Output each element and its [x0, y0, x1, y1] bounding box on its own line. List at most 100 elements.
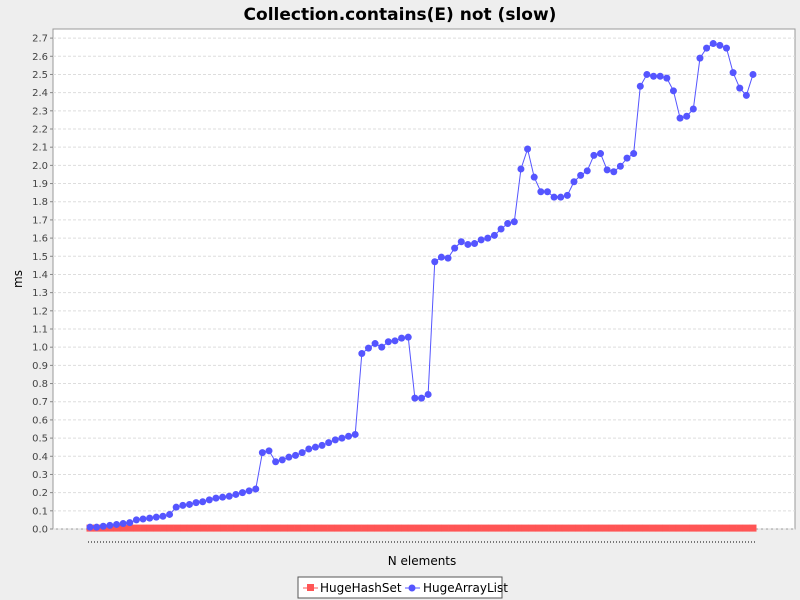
data-point-circle: [517, 165, 525, 173]
data-point-square: [173, 524, 181, 532]
y-axis: 0.0 0.1 0.2 0.3 0.4 0.5 0.6 0.7 0.8 0.9 1.0 1.1 1.2 1…: [32, 34, 53, 536]
data-point-circle: [285, 453, 293, 461]
legend-circle-icon: [408, 584, 416, 592]
data-point-circle: [192, 499, 200, 507]
data-point-square: [501, 524, 509, 532]
data-point-square: [113, 524, 121, 532]
y-tick-label: 2.4: [32, 88, 48, 99]
data-point-circle: [729, 69, 737, 77]
data-point-square: [461, 524, 469, 532]
data-point-square: [220, 524, 228, 532]
data-point-square: [401, 524, 409, 532]
data-point-square: [716, 524, 724, 532]
data-point-square: [541, 524, 549, 532]
data-point-square: [227, 524, 235, 532]
data-point-circle: [126, 519, 134, 527]
data-point-square: [722, 524, 730, 532]
y-tick-label: 1.7: [32, 215, 48, 226]
data-point-circle: [212, 494, 220, 502]
data-point-square: [280, 524, 288, 532]
data-point-circle: [252, 485, 260, 493]
data-point-square: [441, 524, 449, 532]
data-point-square: [294, 524, 302, 532]
y-tick-label: 1.9: [32, 179, 48, 190]
data-point-square: [267, 524, 275, 532]
data-point-circle: [437, 253, 445, 261]
data-point-square: [468, 524, 476, 532]
data-point-circle: [477, 236, 485, 244]
data-point-circle: [616, 162, 624, 170]
plot-area: [52, 28, 796, 530]
y-tick-label: 1.8: [32, 197, 48, 208]
data-point-circle: [623, 154, 631, 162]
legend-label-hugearraylist: HugeArrayList: [423, 581, 508, 595]
data-point-square: [561, 524, 569, 532]
data-point-circle: [451, 244, 459, 252]
data-point-circle: [590, 151, 598, 159]
y-tick-label: 1.2: [32, 306, 48, 317]
data-point-circle: [742, 91, 750, 99]
data-point-square: [126, 524, 134, 532]
data-point-circle: [404, 333, 412, 341]
data-point-circle: [663, 74, 671, 82]
data-point-square: [682, 524, 690, 532]
data-point-square: [354, 524, 362, 532]
legend-label-hugehashset: HugeHashSet: [320, 581, 402, 595]
data-point-square: [702, 524, 710, 532]
data-point-square: [608, 524, 616, 532]
y-axis-label: ms: [11, 270, 25, 288]
data-point-square: [253, 524, 261, 532]
data-point-square: [695, 524, 703, 532]
data-point-circle: [86, 523, 94, 531]
data-point-circle: [490, 231, 498, 239]
data-point-circle: [603, 166, 611, 174]
data-point-square: [334, 524, 342, 532]
y-tick-label: 2.2: [32, 125, 48, 136]
data-point-circle: [179, 501, 187, 509]
series-layer: [86, 40, 757, 532]
data-point-circle: [278, 456, 286, 464]
data-point-square: [186, 524, 194, 532]
data-point-circle: [152, 513, 160, 521]
data-point-circle: [709, 40, 717, 48]
data-point-circle: [371, 340, 379, 348]
data-point-square: [307, 524, 315, 532]
y-tick-label: 1.5: [32, 252, 48, 263]
data-point-square: [414, 524, 422, 532]
data-point-square: [488, 524, 496, 532]
y-tick-label: 0.5: [32, 434, 48, 445]
data-point-square: [649, 524, 657, 532]
data-point-square: [133, 524, 141, 532]
data-point-square: [515, 524, 523, 532]
data-point-circle: [265, 447, 273, 455]
data-point-square: [287, 524, 295, 532]
data-point-square: [233, 524, 241, 532]
data-point-circle: [411, 394, 419, 402]
data-point-circle: [325, 439, 333, 447]
data-point-circle: [219, 493, 227, 501]
data-point-square: [421, 524, 429, 532]
data-point-circle: [351, 430, 359, 438]
data-point-square: [474, 524, 482, 532]
data-point-square: [140, 524, 148, 532]
data-point-square: [628, 524, 636, 532]
data-point-circle: [305, 445, 313, 453]
data-point-circle: [610, 168, 618, 176]
data-point-circle: [93, 523, 101, 531]
series-hugehashset: [86, 524, 757, 532]
y-tick-label: 0.6: [32, 415, 48, 426]
data-point-square: [535, 524, 543, 532]
data-point-circle: [113, 520, 121, 528]
data-point-circle: [199, 498, 207, 506]
data-point-square: [689, 524, 697, 532]
data-point-square: [394, 524, 402, 532]
data-point-square: [361, 524, 369, 532]
data-point-circle: [471, 240, 479, 248]
data-point-circle: [345, 432, 353, 440]
data-point-square: [327, 524, 335, 532]
data-point-circle: [676, 114, 684, 122]
y-tick-label: 1.4: [32, 270, 48, 281]
data-point-circle: [166, 510, 174, 518]
data-point-circle: [457, 238, 465, 246]
data-point-circle: [311, 443, 319, 451]
